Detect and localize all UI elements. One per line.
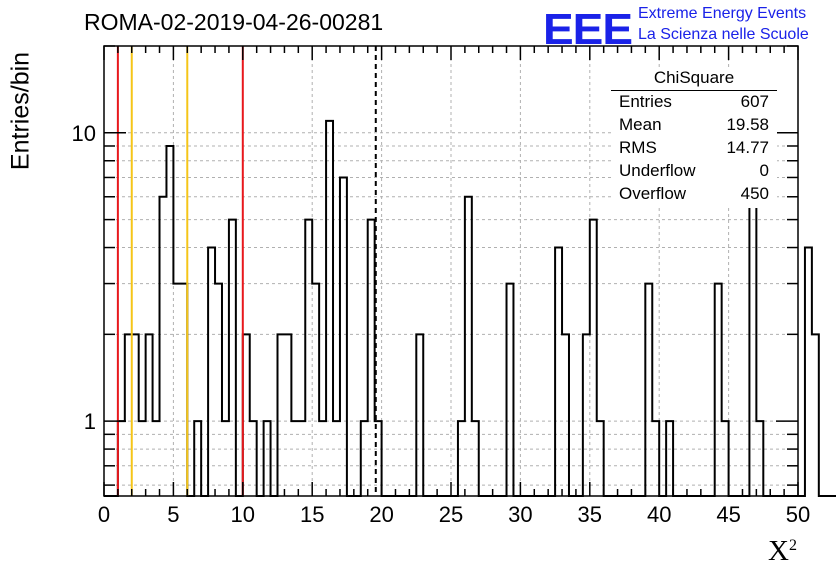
x-tick-label: 0 — [98, 502, 110, 527]
x-tick-label: 50 — [786, 502, 810, 527]
y-tick-label: 1 — [84, 409, 96, 434]
stats-key: Underflow — [619, 161, 696, 180]
stats-row-entries: Entries 607 — [619, 92, 769, 115]
stats-key: RMS — [619, 138, 657, 157]
brand-line-1: Extreme Energy Events — [638, 5, 807, 22]
stats-box: ChiSquare Entries 607 Mean 19.58 RMS 14.… — [611, 68, 777, 208]
stats-title: ChiSquare — [611, 68, 777, 91]
x-tick-label: 40 — [647, 502, 671, 527]
x-tick-label: 25 — [439, 502, 463, 527]
stats-row-rms: RMS 14.77 — [619, 138, 769, 161]
x-tick-label: 35 — [578, 502, 602, 527]
brand-line-2: La Scienza nelle Scuole — [638, 26, 809, 43]
stats-value: 19.58 — [726, 115, 769, 134]
stats-value: 0 — [759, 161, 769, 180]
stats-value: 450 — [740, 184, 769, 203]
stats-row-overflow: Overflow 450 — [619, 184, 769, 207]
stats-value: 14.77 — [726, 138, 769, 157]
x-tick-label: 15 — [300, 502, 324, 527]
x-tick-label: 20 — [369, 502, 393, 527]
stats-key: Overflow — [619, 184, 687, 203]
x-tick-label: 5 — [167, 502, 179, 527]
chart-title: ROMA-02-2019-04-26-00281 — [84, 9, 384, 35]
x-tick-label: 30 — [508, 502, 532, 527]
stats-row-underflow: Underflow 0 — [619, 161, 769, 184]
x-tick-label: 10 — [231, 502, 255, 527]
eee-brand: EEE Extreme Energy Events La Scienza nel… — [543, 4, 833, 53]
x-axis-label: X2 — [768, 535, 797, 567]
stats-value: 607 — [740, 92, 769, 111]
histogram-series — [104, 119, 836, 497]
y-tick-label: 10 — [72, 121, 96, 146]
stats-key: Mean — [619, 115, 662, 134]
x-tick-label: 45 — [716, 502, 740, 527]
stats-row-mean: Mean 19.58 — [619, 115, 769, 138]
stats-key: Entries — [619, 92, 672, 111]
